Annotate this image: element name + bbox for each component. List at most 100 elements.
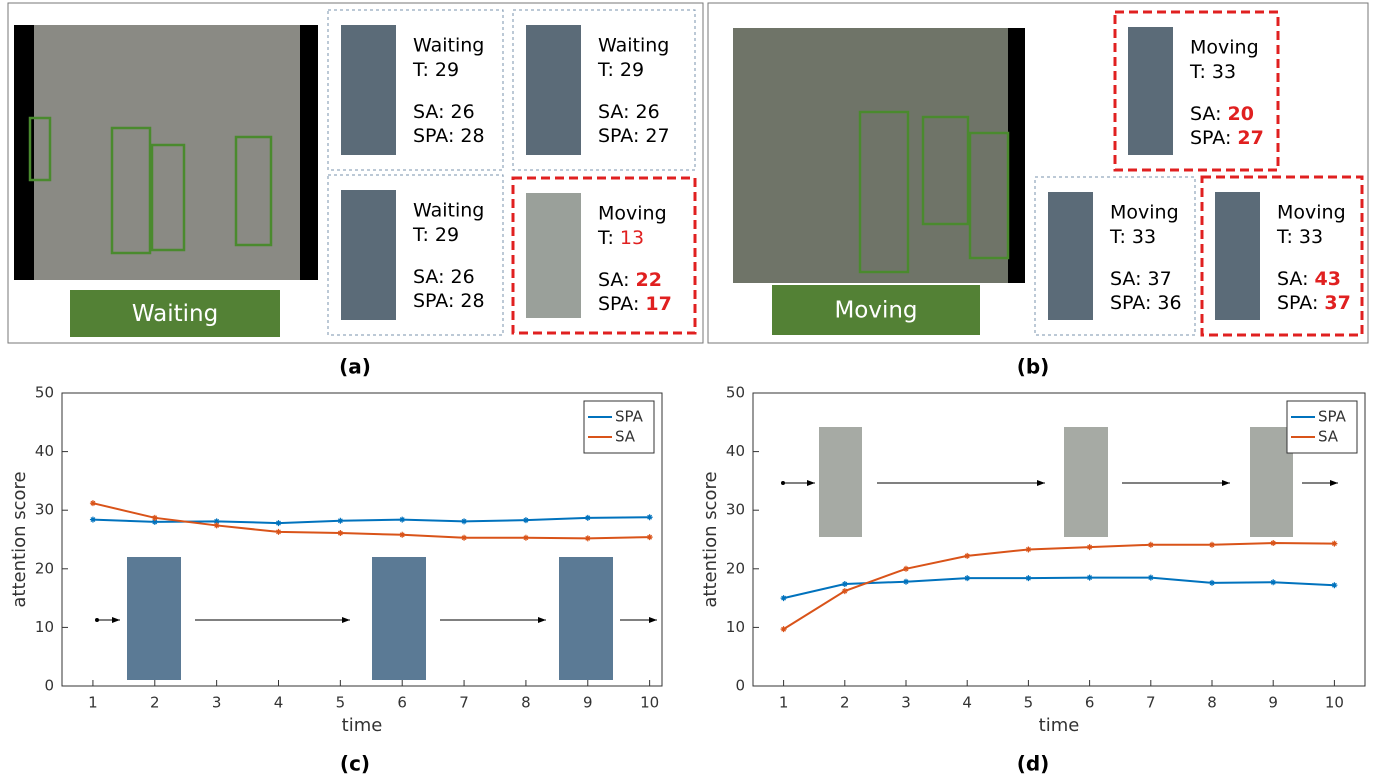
x-tick-label: 2 <box>840 694 850 712</box>
point-marker <box>1148 542 1154 548</box>
y-tick-label: 10 <box>726 618 745 636</box>
thumbnail <box>819 427 862 537</box>
point-marker <box>1331 582 1337 588</box>
point-marker <box>1270 540 1276 546</box>
point-marker <box>275 520 281 526</box>
y-tick-label: 50 <box>35 384 54 402</box>
sa-label: SA: <box>1190 103 1221 125</box>
t-value: 29 <box>435 224 459 246</box>
point-marker <box>842 581 848 587</box>
state: Moving <box>1110 202 1179 224</box>
sa-line: SA: 22 <box>598 269 662 291</box>
spa-value: 28 <box>460 125 484 147</box>
point-marker <box>1025 575 1031 581</box>
legend-label: SPA <box>615 408 644 426</box>
caption: (b) <box>1017 355 1050 379</box>
x-tick-label: 4 <box>962 694 972 712</box>
point-marker <box>1209 580 1215 586</box>
y-axis-title: attention score <box>700 471 721 607</box>
point-marker <box>399 532 405 538</box>
thumbnail <box>372 557 426 680</box>
series-line <box>784 543 1335 629</box>
sa-line: SA: 20 <box>1190 103 1254 125</box>
point-marker <box>523 517 529 523</box>
spa-line: SPA:27 <box>598 125 670 147</box>
person-crop <box>526 193 581 318</box>
t-value: 33 <box>1212 61 1236 83</box>
spa-label: SPA: <box>413 125 454 147</box>
spa-label: SPA: <box>1190 127 1231 149</box>
y-tick-label: 50 <box>726 384 745 402</box>
sa-value: 26 <box>635 101 659 123</box>
x-tick-label: 8 <box>1207 694 1217 712</box>
t-line: T: 33 <box>1189 61 1236 83</box>
point-marker <box>399 517 405 523</box>
caption: (a) <box>339 355 371 379</box>
figure: Waiting(a)WaitingT:29SA:26SPA:28WaitingT… <box>0 0 1375 779</box>
y-tick-label: 0 <box>735 677 745 695</box>
t-label: T: <box>1189 61 1206 83</box>
t-label: T: <box>597 227 614 249</box>
person-crop <box>341 25 396 155</box>
x-tick-label: 4 <box>274 694 284 712</box>
point-marker <box>152 515 158 521</box>
y-tick-label: 20 <box>726 559 745 577</box>
x-tick-label: 3 <box>212 694 222 712</box>
legend-label: SA <box>615 428 636 446</box>
spa-label: SPA: <box>598 293 639 315</box>
point-marker <box>1087 575 1093 581</box>
t-label: T: <box>412 59 429 81</box>
x-axis-title: time <box>342 715 383 736</box>
spa-label: SPA: <box>1110 292 1151 314</box>
person-crop <box>1128 27 1173 155</box>
t-value: 33 <box>1299 226 1323 248</box>
point-marker <box>903 579 909 585</box>
point-marker <box>964 553 970 559</box>
x-tick-label: 2 <box>150 694 160 712</box>
sa-label: SA: <box>1110 268 1141 290</box>
t-line: T: 29 <box>412 59 459 81</box>
point-marker <box>1331 541 1337 547</box>
point-marker <box>1209 542 1215 548</box>
y-axis-title: attention score <box>9 471 30 607</box>
spa-value: 27 <box>1237 127 1263 149</box>
state: Waiting <box>413 200 484 222</box>
state: Moving <box>1190 37 1259 59</box>
caption: (c) <box>340 752 370 776</box>
point-marker <box>523 535 529 541</box>
scene-label: Moving <box>834 298 917 324</box>
point-marker <box>461 518 467 524</box>
spa-label: SPA: <box>1277 292 1318 314</box>
person-crop <box>1215 192 1260 320</box>
sa-line: SA: 43 <box>1277 268 1341 290</box>
scene-label: Waiting <box>132 301 218 327</box>
x-tick-label: 6 <box>397 694 407 712</box>
point-marker <box>1025 546 1031 552</box>
x-tick-label: 7 <box>1146 694 1156 712</box>
sa-value: 22 <box>635 269 661 291</box>
person-crop <box>526 25 581 155</box>
sa-label: SA: <box>598 269 629 291</box>
sa-value: 20 <box>1227 103 1253 125</box>
y-tick-label: 40 <box>35 442 54 460</box>
sa-label: SA: <box>413 266 444 288</box>
sa-line: SA:26 <box>598 101 660 123</box>
x-tick-label: 8 <box>521 694 531 712</box>
x-tick-label: 5 <box>336 694 346 712</box>
spa-label: SPA: <box>413 290 454 312</box>
t-value: 29 <box>620 59 644 81</box>
scene-photo <box>733 28 1025 283</box>
spa-line: SPA:36 <box>1110 292 1182 314</box>
sa-line: SA:26 <box>413 266 475 288</box>
t-label: T: <box>1276 226 1293 248</box>
sa-value: 43 <box>1314 268 1340 290</box>
state: Moving <box>598 203 667 225</box>
t-value: 13 <box>620 227 644 249</box>
t-line: T:33 <box>1109 226 1156 248</box>
point-marker <box>214 522 220 528</box>
y-tick-label: 0 <box>44 677 54 695</box>
sa-label: SA: <box>1277 268 1308 290</box>
t-value: 29 <box>435 59 459 81</box>
y-tick-label: 40 <box>726 442 745 460</box>
thumbnail <box>1064 427 1108 537</box>
